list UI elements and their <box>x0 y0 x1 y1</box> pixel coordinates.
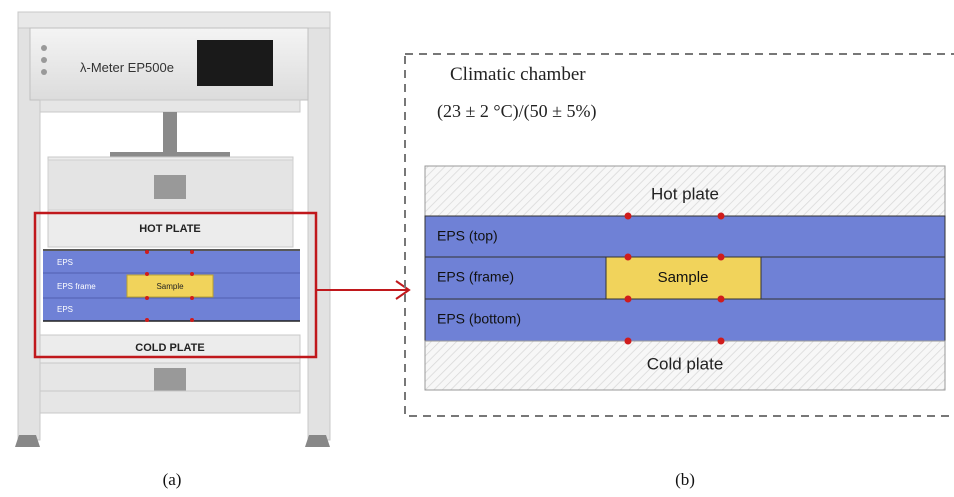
cold-plate-label: Cold plate <box>647 354 724 373</box>
eps-label: EPS (frame) <box>437 269 514 285</box>
eps-label: EPS frame <box>57 282 96 291</box>
cold-plate-label: COLD PLATE <box>135 342 204 354</box>
caption: (a) <box>163 470 182 489</box>
schematic: Climatic chamber (23 ± 2 °C)/(50 ± 5%) H… <box>405 54 954 416</box>
chamber-title: Climatic chamber <box>450 64 586 85</box>
device-label: λ-Meter EP500e <box>80 60 174 75</box>
eps-label: EPS (bottom) <box>437 311 521 327</box>
caption: (b) <box>675 470 695 489</box>
eps-label: EPS <box>57 305 73 314</box>
hot-plate-label: Hot plate <box>651 184 719 203</box>
eps-label: EPS (top) <box>437 228 498 244</box>
chamber-conditions: (23 ± 2 °C)/(50 ± 5%) <box>437 101 596 122</box>
device: λ-Meter EP500e HOT PLATE EPS EPS frame S… <box>15 12 330 447</box>
figure: λ-Meter EP500e HOT PLATE EPS EPS frame S… <box>0 0 954 497</box>
sample-label: Sample <box>156 282 184 291</box>
eps-label: EPS <box>57 258 73 267</box>
hot-plate-label: HOT PLATE <box>139 223 201 235</box>
sample-label: Sample <box>658 269 709 286</box>
